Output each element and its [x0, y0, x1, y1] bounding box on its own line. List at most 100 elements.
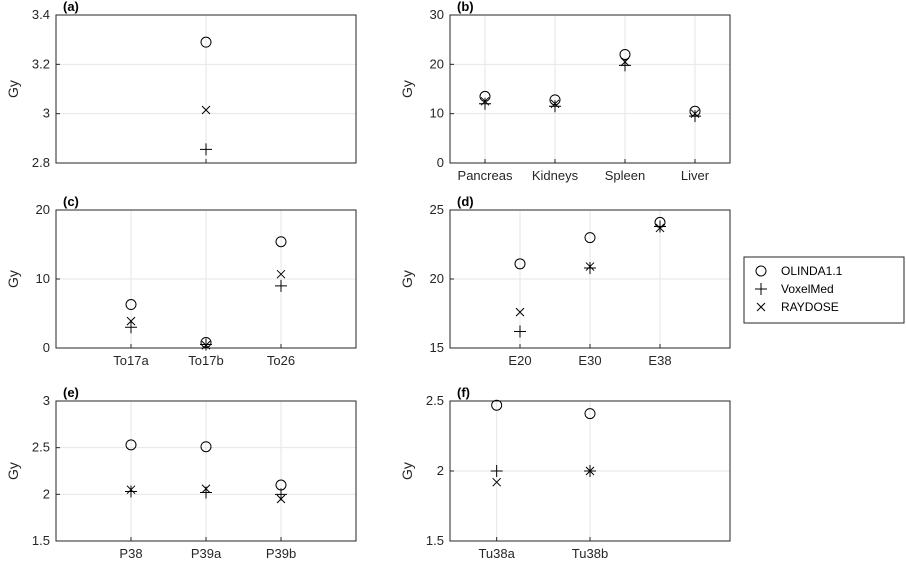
y-tick-label: 1.5	[426, 533, 444, 548]
data-point-cross	[550, 99, 560, 109]
x-tick-label: P39a	[191, 546, 222, 561]
panel-label: (f)	[457, 385, 470, 400]
x-tick-label: Pancreas	[458, 168, 513, 183]
data-point-cross	[201, 340, 211, 350]
data-point-cross	[620, 57, 630, 67]
y-tick-label: 2.5	[32, 440, 50, 455]
data-point-plus	[200, 143, 212, 156]
y-tick-label: 10	[36, 271, 50, 286]
data-point-cross	[480, 96, 490, 106]
data-point-plus	[125, 321, 137, 334]
data-point-plus	[689, 110, 701, 123]
legend-label: VoxelMed	[781, 282, 834, 296]
circle-marker-icon	[755, 265, 767, 277]
data-point-cross	[126, 316, 136, 326]
data-point-plus	[549, 100, 561, 113]
x-tick-label: Tu38b	[572, 546, 608, 561]
y-tick-label: 1.5	[32, 533, 50, 548]
x-tick-label: To26	[267, 353, 295, 368]
data-point-circle	[584, 408, 596, 420]
data-point-plus	[275, 279, 287, 292]
y-axis-label: Gy	[5, 80, 21, 98]
y-tick-label: 2.5	[426, 393, 444, 408]
legend-label: RAYDOSE	[781, 300, 839, 314]
data-point-circle	[200, 441, 212, 453]
y-tick-label: 3	[43, 106, 50, 121]
legend-box	[743, 256, 905, 324]
cross-marker-icon	[756, 302, 766, 312]
y-axis-label: Gy	[5, 270, 21, 288]
data-point-circle	[275, 236, 287, 248]
axes-frame	[55, 400, 357, 542]
data-point-plus	[654, 220, 666, 233]
data-point-plus	[125, 485, 137, 498]
y-tick-label: 3.2	[32, 56, 50, 71]
y-tick-label: 3.4	[32, 7, 50, 22]
data-point-plus	[584, 261, 596, 274]
panel-label: (e)	[63, 385, 79, 400]
chart-panel-b: 0 10 20 30 Pancreas Kidneys Spleen Liver Gy (b)	[399, 0, 731, 183]
y-axis-label: Gy	[399, 80, 415, 98]
data-point-circle	[200, 36, 212, 48]
data-point-cross	[515, 307, 525, 317]
panel-label: (d)	[457, 194, 474, 209]
panel-label: (c)	[63, 194, 79, 209]
data-point-circle	[125, 439, 137, 451]
y-tick-label: 15	[430, 340, 444, 355]
data-point-plus	[490, 465, 503, 477]
panel-label: (a)	[63, 0, 79, 14]
x-tick-label: Tu38a	[478, 546, 515, 561]
data-point-circle	[125, 299, 137, 311]
data-point-circle	[584, 232, 596, 244]
legend-entry-raydose: RAYDOSE	[756, 300, 839, 314]
data-point-cross	[276, 494, 286, 504]
data-point-plus	[619, 59, 631, 72]
y-tick-label: 20	[36, 202, 50, 217]
panel-label: (b)	[457, 0, 474, 14]
data-point-cross	[276, 269, 286, 279]
data-point-cross	[655, 223, 665, 233]
chart-panel-e: 1.5 2 2.5 3 P38 P39a P39b Gy (e)	[5, 385, 357, 561]
legend-entry-voxelmed: VoxelMed	[755, 282, 834, 296]
x-tick-label: E30	[578, 353, 601, 368]
plus-marker-icon	[755, 283, 767, 295]
y-tick-label: 0	[43, 340, 50, 355]
y-tick-label: 2	[437, 463, 444, 478]
chart-panel-c: 0 10 20 To17a To17b To26 Gy (c)	[5, 194, 357, 368]
y-tick-label: 30	[430, 7, 444, 22]
y-tick-label: 2	[43, 486, 50, 501]
legend-label: OLINDA1.1	[781, 264, 843, 278]
x-tick-label: P38	[119, 546, 142, 561]
data-point-cross	[690, 109, 700, 119]
axes-frame	[449, 209, 731, 349]
data-point-cross	[585, 466, 595, 476]
y-tick-label: 20	[430, 56, 444, 71]
legend-entry-olinda: OLINDA1.1	[755, 264, 843, 278]
x-tick-label: To17b	[188, 353, 223, 368]
data-point-cross	[585, 262, 595, 271]
data-point-cross	[492, 477, 502, 487]
y-tick-label: 10	[430, 106, 444, 121]
x-tick-label: Kidneys	[532, 168, 579, 183]
axes-frame	[449, 14, 731, 164]
y-tick-label: 3	[43, 393, 50, 408]
y-tick-label: 25	[430, 202, 444, 217]
y-axis-label: Gy	[399, 270, 415, 288]
data-point-cross	[126, 485, 136, 495]
data-point-plus	[479, 97, 491, 110]
axes-frame	[449, 400, 731, 542]
x-tick-label: To17a	[113, 353, 149, 368]
y-tick-label: 2.8	[32, 155, 50, 170]
y-axis-label: Gy	[399, 462, 415, 480]
y-axis-label: Gy	[5, 462, 21, 480]
data-point-cross	[201, 105, 211, 115]
x-tick-label: E38	[648, 353, 671, 368]
x-tick-label: Liver	[681, 168, 710, 183]
chart-panel-d: 15 20 25 E20 E30 E38 Gy (d)	[399, 194, 731, 368]
data-point-plus	[514, 325, 526, 338]
y-tick-label: 0	[437, 155, 444, 170]
x-tick-label: E20	[508, 353, 531, 368]
chart-panel-f: 1.5 2 2.5 Tu38a Tu38b Gy (f)	[399, 385, 731, 561]
